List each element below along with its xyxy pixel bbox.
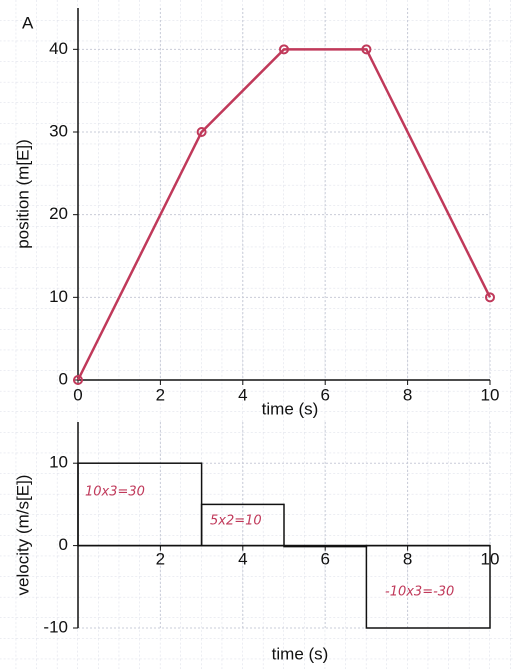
annotation: 5x2=10 [210, 514, 262, 529]
point [73, 375, 83, 385]
y-tick-label: 20 [49, 204, 68, 223]
y-tick-label: 0 [59, 369, 68, 388]
x-tick-label: 4 [238, 549, 247, 568]
y-tick-label: 10 [49, 287, 68, 306]
y-tick-label: 30 [49, 121, 68, 140]
point [361, 44, 372, 55]
velocity-bar [365, 544, 491, 629]
y-tick-label: -10 [43, 617, 68, 636]
y-tick-label: 10 [49, 453, 68, 472]
x-tick-label: 4 [238, 385, 247, 404]
annotation: -10x3=-30 [385, 585, 454, 600]
point [485, 292, 495, 303]
point [279, 44, 289, 55]
panel-label: A [22, 13, 34, 32]
y-tick-label: 40 [49, 39, 68, 58]
x-tick-label: 8 [403, 549, 412, 568]
x-tick-label: 2 [156, 385, 165, 404]
x-axis-label: time (s) [272, 644, 329, 663]
y-axis-label: position (m[E]) [13, 139, 32, 249]
x-tick-label: 2 [156, 549, 165, 568]
x-tick-label: 8 [403, 385, 412, 404]
x-tick-label: 6 [320, 385, 329, 404]
point [196, 127, 207, 137]
annotation: 10x3=30 [85, 485, 145, 500]
position-line [76, 48, 492, 381]
x-axis-label: time (s) [262, 399, 319, 418]
x-tick-label: 6 [320, 549, 329, 568]
y-axis-label: velocity (m/s[E]) [13, 475, 32, 596]
velocity-bar [283, 544, 368, 548]
x-tick-label: 10 [481, 385, 500, 404]
x-tick-label: 0 [73, 385, 82, 404]
velocity-bar [200, 503, 285, 547]
y-tick-label: 0 [59, 535, 68, 554]
